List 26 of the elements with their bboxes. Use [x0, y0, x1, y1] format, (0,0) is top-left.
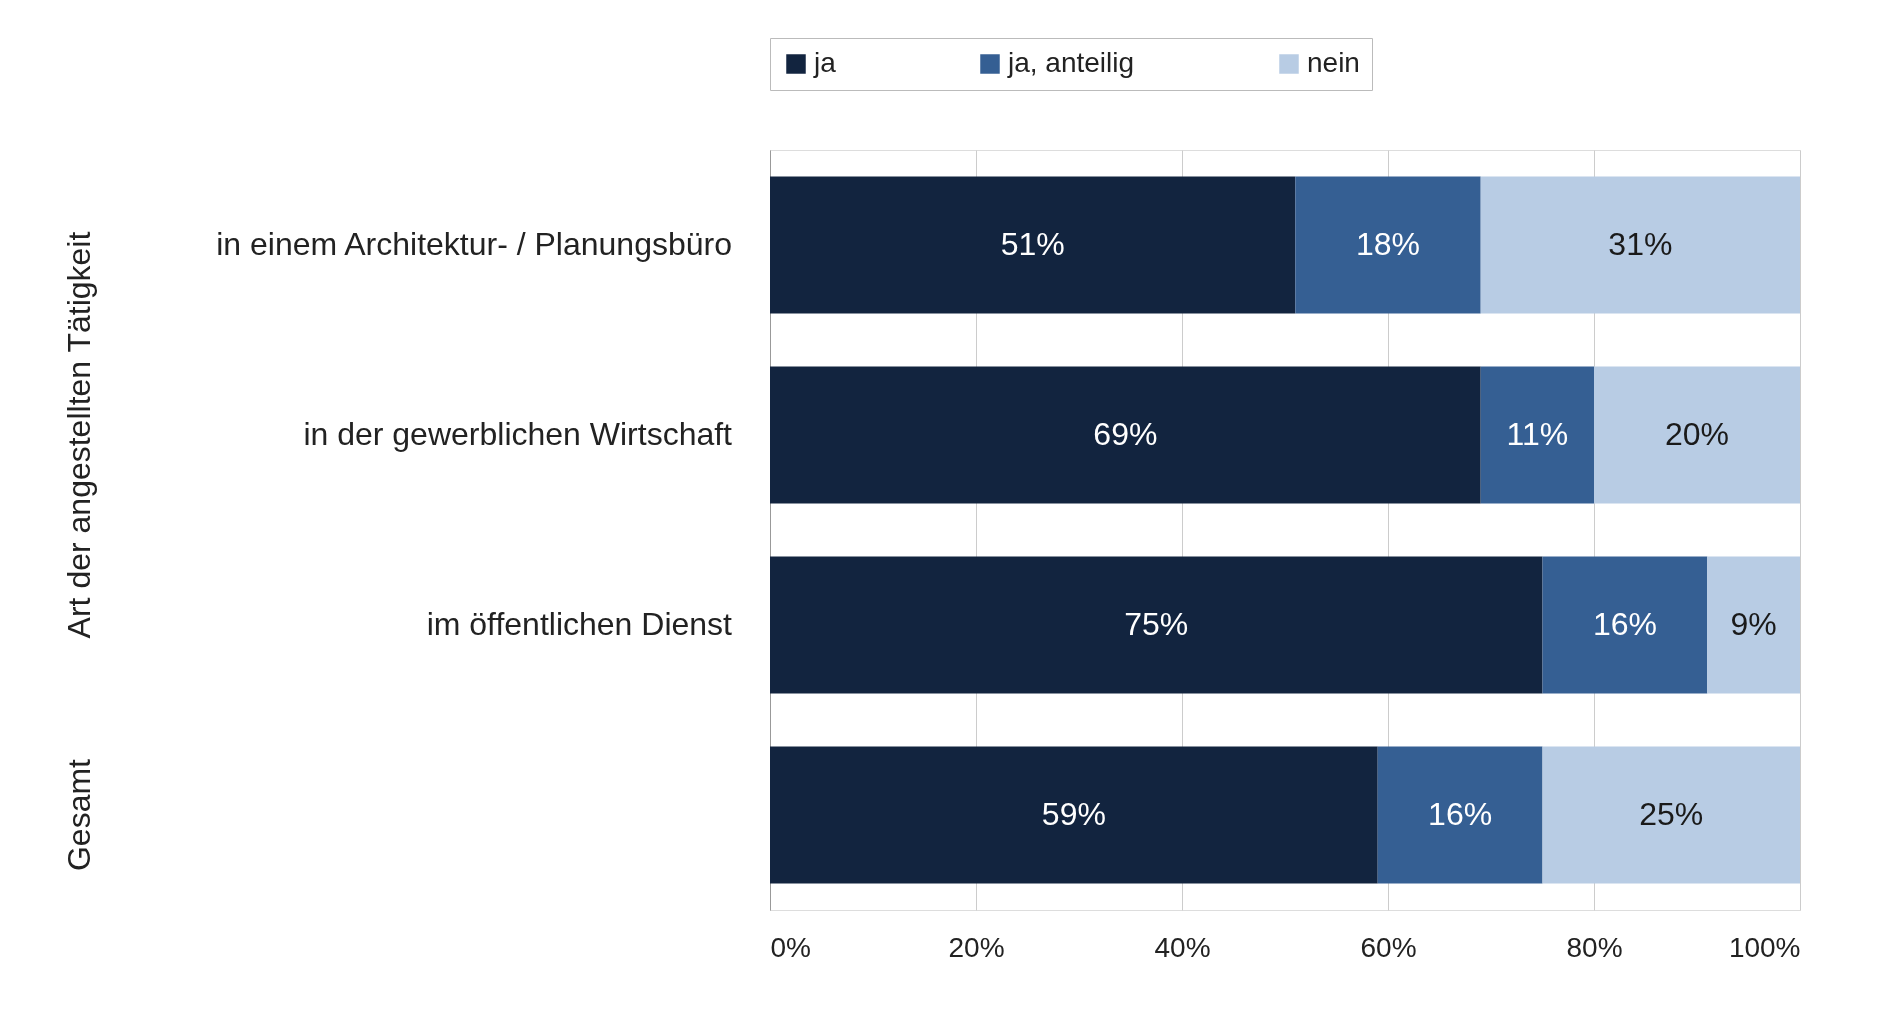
x-tick-label: 0%: [770, 931, 811, 963]
legend-label: ja: [813, 47, 837, 78]
data-label: 59%: [1041, 796, 1106, 832]
legend-label: ja, anteilig: [1007, 47, 1135, 78]
data-label: 9%: [1730, 606, 1777, 642]
data-label: 16%: [1428, 796, 1493, 832]
data-label: 31%: [1608, 226, 1673, 262]
data-label: 11%: [1506, 416, 1569, 452]
data-label: 69%: [1093, 416, 1158, 452]
text: Art der angestellten Tätigkeit: [61, 231, 97, 639]
legend-label: nein: [1307, 47, 1360, 78]
data-label: 75%: [1124, 606, 1189, 642]
data-label: 18%: [1355, 226, 1421, 262]
text: Gesamt: [61, 758, 97, 872]
data-label: 16%: [1592, 606, 1657, 642]
x-tick-label: 40%: [1154, 931, 1211, 963]
y-tick-label: in der gewerblichen Wirtschaft: [303, 416, 733, 452]
x-tick-label: 100%: [1728, 931, 1801, 963]
x-tick-label: 80%: [1566, 931, 1623, 963]
data-label: 51%: [1000, 226, 1065, 262]
x-tick-label: 20%: [948, 931, 1005, 963]
y-tick-label: im öffentlichen Dienst: [426, 606, 733, 642]
x-tick-label: 60%: [1360, 931, 1417, 963]
data-label: 25%: [1639, 796, 1704, 832]
y-tick-label: in einem Architektur- / Planungsbüro: [216, 226, 732, 262]
data-label: 20%: [1664, 416, 1730, 452]
